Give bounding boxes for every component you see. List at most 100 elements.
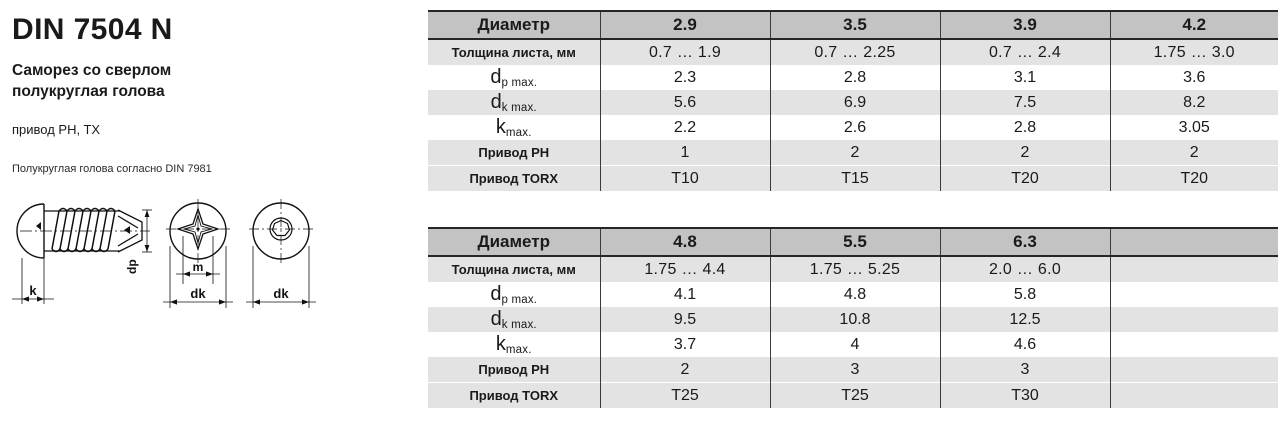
row-label: dk max. (428, 307, 601, 332)
cell-value: 0.7 … 2.25 (770, 39, 941, 65)
row-label: Привод TORX (428, 382, 601, 408)
screw-thread (51, 207, 116, 253)
table-row: dp max. 4.1 4.8 5.8 (428, 282, 1278, 307)
cell-value: 2.8 (770, 65, 941, 90)
header-diameter: 6.3 (940, 227, 1111, 257)
page-title: DIN 7504 N (12, 13, 173, 46)
cell-value: 3 (940, 357, 1111, 383)
table-row: Толщина листа, мм 1.75 … 4.4 1.75 … 5.25… (428, 256, 1278, 282)
cell-value: T10 (600, 165, 771, 191)
dimension-dk-torx (246, 246, 316, 308)
cell-value: 2.8 (940, 115, 1111, 140)
cell-value: T20 (1110, 165, 1278, 191)
cell-empty (1110, 357, 1278, 383)
table-row: kmax. 3.7 4 4.6 (428, 332, 1278, 357)
header-diameter: 4.8 (600, 227, 771, 257)
cell-value: T25 (600, 382, 771, 408)
cell-value: 9.5 (600, 307, 771, 332)
header-diameter: 3.5 (770, 10, 941, 40)
header-label: Диаметр (428, 227, 601, 257)
header-diameter: 3.9 (940, 10, 1111, 40)
cell-value: 1.75 … 3.0 (1110, 39, 1278, 65)
cell-value: 4.6 (940, 332, 1111, 357)
product-name-line2: полукруглая голова (12, 83, 165, 100)
header-diameter-empty (1110, 227, 1278, 257)
cell-empty (1110, 256, 1278, 282)
row-label: Привод PH (428, 357, 601, 383)
cell-value: 2 (600, 357, 771, 383)
cell-value: 0.7 … 1.9 (600, 39, 771, 65)
cell-value: 2 (1110, 140, 1278, 166)
cell-value: 5.6 (600, 90, 771, 115)
table-row: dp max. 2.3 2.8 3.1 3.6 (428, 65, 1278, 90)
header-label: Диаметр (428, 10, 601, 40)
dimension-label-dk-ph: dk (190, 286, 206, 301)
row-label: dp max. (428, 282, 601, 307)
cell-empty (1110, 307, 1278, 332)
header-diameter: 2.9 (600, 10, 771, 40)
dimension-m (176, 236, 220, 284)
cell-value: T25 (770, 382, 941, 408)
cell-empty (1110, 382, 1278, 408)
product-info-panel: DIN 7504 N Саморез со сверлом полукругла… (0, 0, 420, 429)
cell-value: 5.8 (940, 282, 1111, 307)
dimension-dk-ph (163, 246, 233, 308)
table-row: Привод PH 2 3 3 (428, 357, 1278, 383)
row-label: dp max. (428, 65, 601, 90)
row-label: Толщина листа, мм (428, 256, 601, 282)
cell-value: T20 (940, 165, 1111, 191)
dimension-label-m: m (193, 260, 204, 274)
cell-value: 7.5 (940, 90, 1111, 115)
table-row: dk max. 9.5 10.8 12.5 (428, 307, 1278, 332)
table-row: Привод TORX T25 T25 T30 (428, 382, 1278, 408)
row-label: Привод PH (428, 140, 601, 166)
cell-value: 3.6 (1110, 65, 1278, 90)
cell-value: 3.7 (600, 332, 771, 357)
screw-head-dome (16, 203, 45, 259)
cell-value: 2.3 (600, 65, 771, 90)
cell-value: 4.1 (600, 282, 771, 307)
dimension-k (12, 258, 54, 304)
table-header-row: Диаметр 2.9 3.5 3.9 4.2 (428, 10, 1278, 40)
cell-value: 2.0 … 6.0 (940, 256, 1111, 282)
row-label: kmax. (428, 115, 601, 140)
table-row: Толщина листа, мм 0.7 … 1.9 0.7 … 2.25 0… (428, 39, 1278, 65)
cell-value: 6.9 (770, 90, 941, 115)
cell-value: 8.2 (1110, 90, 1278, 115)
technical-drawing: k dp (12, 199, 316, 308)
cell-value: 4.8 (770, 282, 941, 307)
cell-value: 2.2 (600, 115, 771, 140)
phillips-head-view (166, 199, 230, 263)
cell-value: 2 (940, 140, 1111, 166)
drive-types-label: привод PH, TX (12, 122, 101, 137)
cell-value: T30 (940, 382, 1111, 408)
product-name: Саморез со сверлом полукруглая голова (12, 60, 312, 102)
table-row: Привод TORX T10 T15 T20 T20 (428, 165, 1278, 191)
table-row: kmax. 2.2 2.6 2.8 3.05 (428, 115, 1278, 140)
torx-head-view (249, 199, 313, 263)
cell-empty (1110, 282, 1278, 307)
spec-table-large-diameters: Диаметр 4.8 5.5 6.3 Толщина листа, мм 1.… (428, 227, 1278, 408)
cell-value: 2 (770, 140, 941, 166)
header-diameter: 4.2 (1110, 10, 1278, 40)
cell-value: 1 (600, 140, 771, 166)
row-label: Толщина листа, мм (428, 39, 601, 65)
cell-value: 12.5 (940, 307, 1111, 332)
row-label: Привод TORX (428, 165, 601, 191)
screw-head-slot (36, 222, 41, 230)
header-diameter: 5.5 (770, 227, 941, 257)
cell-value: 3.05 (1110, 115, 1278, 140)
cell-value: 1.75 … 5.25 (770, 256, 941, 282)
spec-table-small-diameters: Диаметр 2.9 3.5 3.9 4.2 Толщина листа, м… (428, 10, 1278, 191)
head-standard-note: Полукруглая голова согласно DIN 7981 (12, 163, 212, 175)
dimension-dp (142, 209, 152, 253)
dimension-label-dk-torx: dk (273, 286, 289, 301)
dimension-label-k: k (29, 283, 37, 298)
cell-value: 4 (770, 332, 941, 357)
cell-value: 3.1 (940, 65, 1111, 90)
cell-empty (1110, 332, 1278, 357)
table-row: Привод PH 1 2 2 2 (428, 140, 1278, 166)
cell-value: 2.6 (770, 115, 941, 140)
row-label: dk max. (428, 90, 601, 115)
